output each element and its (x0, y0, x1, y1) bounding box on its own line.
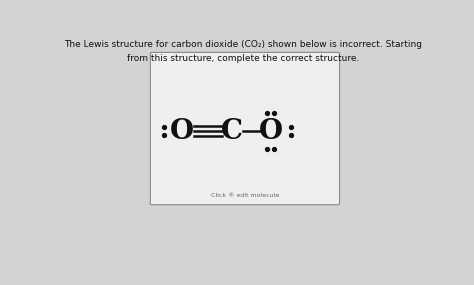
Text: O: O (170, 118, 194, 145)
Text: Click ® edit molecule: Click ® edit molecule (210, 193, 279, 198)
Text: O: O (258, 118, 283, 145)
Text: from this structure, complete the correct structure.: from this structure, complete the correc… (127, 54, 359, 63)
FancyBboxPatch shape (150, 52, 339, 205)
Text: The Lewis structure for carbon dioxide (CO₂) shown below is incorrect. Starting: The Lewis structure for carbon dioxide (… (64, 40, 422, 49)
Text: C: C (221, 118, 243, 145)
